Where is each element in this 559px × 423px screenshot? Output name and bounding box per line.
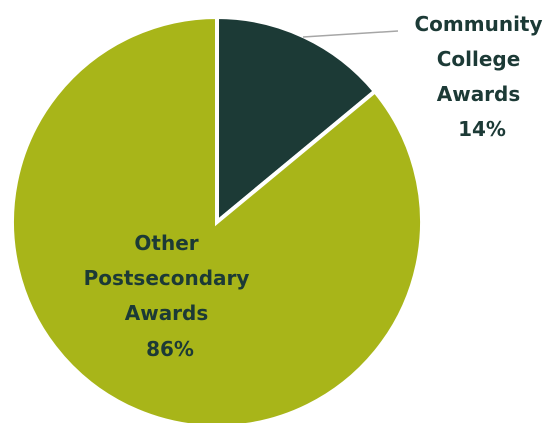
other-postsecondary-label: Other Postsecondary Awards 86% — [84, 231, 257, 361]
pie-slices — [10, 14, 424, 423]
pie-slice-other-postsecondary — [10, 14, 424, 423]
other-postsecondary-percent: 86% — [146, 337, 194, 361]
leader-line — [302, 30, 399, 38]
community-college-label-line-3: Awards — [437, 82, 521, 106]
community-college-label: Community College Awards 14% — [415, 12, 550, 141]
other-postsecondary-label-line-2: Postsecondary — [84, 266, 250, 290]
community-college-label-line-2: College — [437, 47, 521, 71]
other-postsecondary-label-line-1: Other — [134, 231, 198, 255]
community-college-percent: 14% — [458, 117, 506, 141]
community-college-label-line-1: Community — [415, 12, 543, 36]
other-postsecondary-label-line-3: Awards — [125, 301, 209, 325]
